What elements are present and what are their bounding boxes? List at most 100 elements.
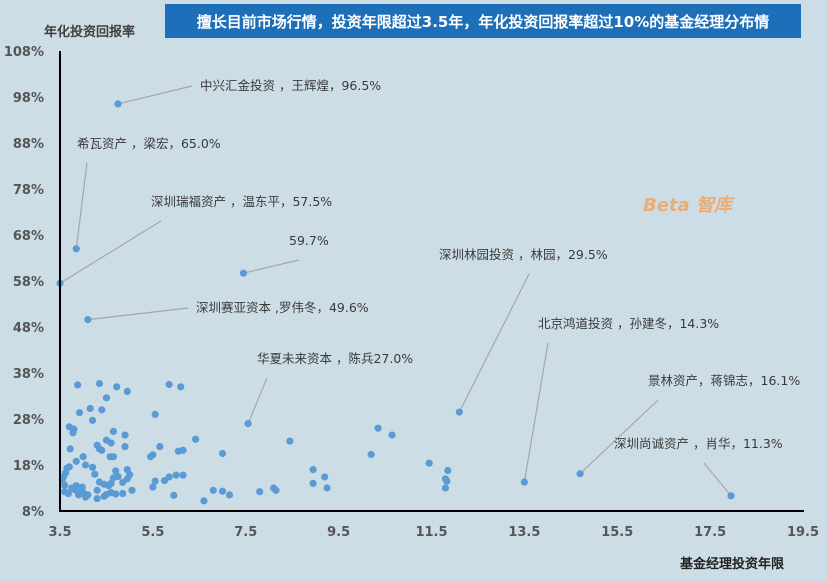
data-point[interactable]: [79, 453, 87, 461]
data-point[interactable]: [72, 245, 80, 253]
data-point[interactable]: [321, 473, 329, 481]
data-point[interactable]: [119, 478, 127, 487]
x-axis-ticks: 3.5 5.5 7.5 9.5 11.5 13.5 15.5 17.5 19.5: [48, 525, 819, 540]
data-point[interactable]: [84, 491, 92, 499]
data-point[interactable]: [64, 489, 72, 498]
data-point[interactable]: [177, 383, 185, 391]
data-point[interactable]: [225, 491, 234, 499]
data-point[interactable]: [149, 451, 157, 459]
data-point[interactable]: [75, 408, 84, 417]
data-point[interactable]: [65, 463, 73, 471]
data-point[interactable]: [109, 427, 118, 436]
data-point[interactable]: [520, 478, 528, 486]
x-tick-label: 15.5: [601, 525, 633, 540]
data-point[interactable]: [102, 436, 111, 444]
data-point[interactable]: [179, 446, 187, 454]
data-point[interactable]: [123, 387, 131, 395]
data-point[interactable]: [107, 479, 115, 487]
data-point[interactable]: [388, 431, 396, 439]
leader-line: [87, 307, 189, 321]
annotation-label: 深圳赛亚资本 ,罗伟冬，49.6%: [196, 300, 369, 315]
data-point[interactable]: [74, 381, 82, 389]
data-point[interactable]: [78, 483, 86, 491]
annotation-label: 深圳林园投资 ，林园，29.5%: [439, 247, 608, 262]
data-point[interactable]: [95, 379, 104, 388]
data-point[interactable]: [98, 446, 106, 454]
data-point[interactable]: [727, 492, 735, 500]
y-tick-label: 108%: [4, 45, 44, 60]
data-point[interactable]: [200, 497, 208, 505]
data-point[interactable]: [98, 406, 106, 414]
data-point[interactable]: [443, 477, 451, 485]
data-point[interactable]: [119, 489, 127, 498]
data-point[interactable]: [444, 466, 452, 475]
data-point[interactable]: [88, 416, 97, 424]
data-point[interactable]: [323, 484, 331, 492]
data-point[interactable]: [61, 481, 69, 489]
y-tick-label: 8%: [22, 505, 44, 520]
data-point[interactable]: [286, 437, 294, 445]
data-point[interactable]: [114, 472, 122, 481]
y-axis-ticks: 8% 18% 28% 38% 48% 58% 68% 78% 88% 98% 108%: [4, 45, 44, 520]
data-point[interactable]: [106, 453, 114, 461]
data-point[interactable]: [374, 424, 382, 432]
data-point[interactable]: [455, 408, 463, 416]
data-point[interactable]: [425, 459, 433, 467]
data-point[interactable]: [66, 445, 74, 453]
data-point[interactable]: [165, 473, 173, 481]
x-tick-label: 9.5: [327, 525, 350, 540]
data-point[interactable]: [156, 443, 164, 451]
data-point[interactable]: [239, 269, 248, 277]
data-point[interactable]: [165, 380, 173, 389]
data-point[interactable]: [309, 466, 317, 474]
data-point[interactable]: [121, 431, 129, 439]
data-point[interactable]: [112, 467, 120, 475]
data-point[interactable]: [179, 471, 187, 479]
data-point[interactable]: [244, 420, 252, 428]
data-point[interactable]: [112, 490, 120, 498]
y-tick-label: 68%: [13, 229, 44, 244]
annotation-label: 中兴汇金投资 ，王辉煌，96.5%: [200, 78, 381, 93]
y-tick-label: 38%: [13, 367, 44, 382]
data-point[interactable]: [93, 486, 101, 494]
data-point[interactable]: [128, 486, 136, 494]
annotation-labels: 中兴汇金投资 ，王辉煌，96.5% 希瓦资产 ，梁宏，65.0% 深圳瑞福资产 ，温…: [77, 78, 800, 451]
data-point[interactable]: [88, 463, 97, 471]
data-point[interactable]: [309, 479, 317, 487]
data-point[interactable]: [121, 443, 129, 451]
data-point[interactable]: [81, 461, 90, 469]
data-point[interactable]: [72, 482, 80, 490]
data-point[interactable]: [69, 429, 77, 437]
data-point[interactable]: [191, 435, 200, 443]
data-point[interactable]: [151, 477, 159, 485]
x-tick-label: 13.5: [508, 525, 540, 540]
data-point[interactable]: [65, 423, 73, 431]
data-point[interactable]: [272, 486, 280, 494]
data-point[interactable]: [91, 470, 99, 478]
data-point[interactable]: [151, 410, 159, 418]
data-point[interactable]: [113, 383, 121, 391]
data-point[interactable]: [102, 394, 111, 402]
data-point[interactable]: [72, 457, 80, 465]
data-point[interactable]: [218, 487, 227, 495]
data-point[interactable]: [576, 470, 584, 478]
data-point[interactable]: [170, 491, 178, 499]
data-point[interactable]: [114, 100, 122, 108]
data-point[interactable]: [93, 494, 101, 503]
data-point[interactable]: [172, 471, 180, 479]
chart-title: 擅长目前市场行情，投资年限超过3.5年，年化投资回报率超过10%的基金经理分布情: [165, 4, 801, 38]
data-point[interactable]: [441, 484, 450, 492]
data-point[interactable]: [86, 404, 94, 413]
data-point[interactable]: [218, 449, 227, 458]
annotation-label: 景林资产，蒋锦志，16.1%: [648, 373, 800, 388]
data-point[interactable]: [209, 486, 217, 494]
x-tick-label: 11.5: [415, 525, 447, 540]
data-point[interactable]: [100, 492, 108, 500]
y-tick-label: 98%: [13, 91, 44, 106]
data-point[interactable]: [256, 488, 264, 496]
x-tick-label: 3.5: [48, 525, 71, 540]
data-point[interactable]: [84, 316, 92, 324]
data-point[interactable]: [367, 450, 375, 459]
data-point[interactable]: [149, 483, 157, 491]
